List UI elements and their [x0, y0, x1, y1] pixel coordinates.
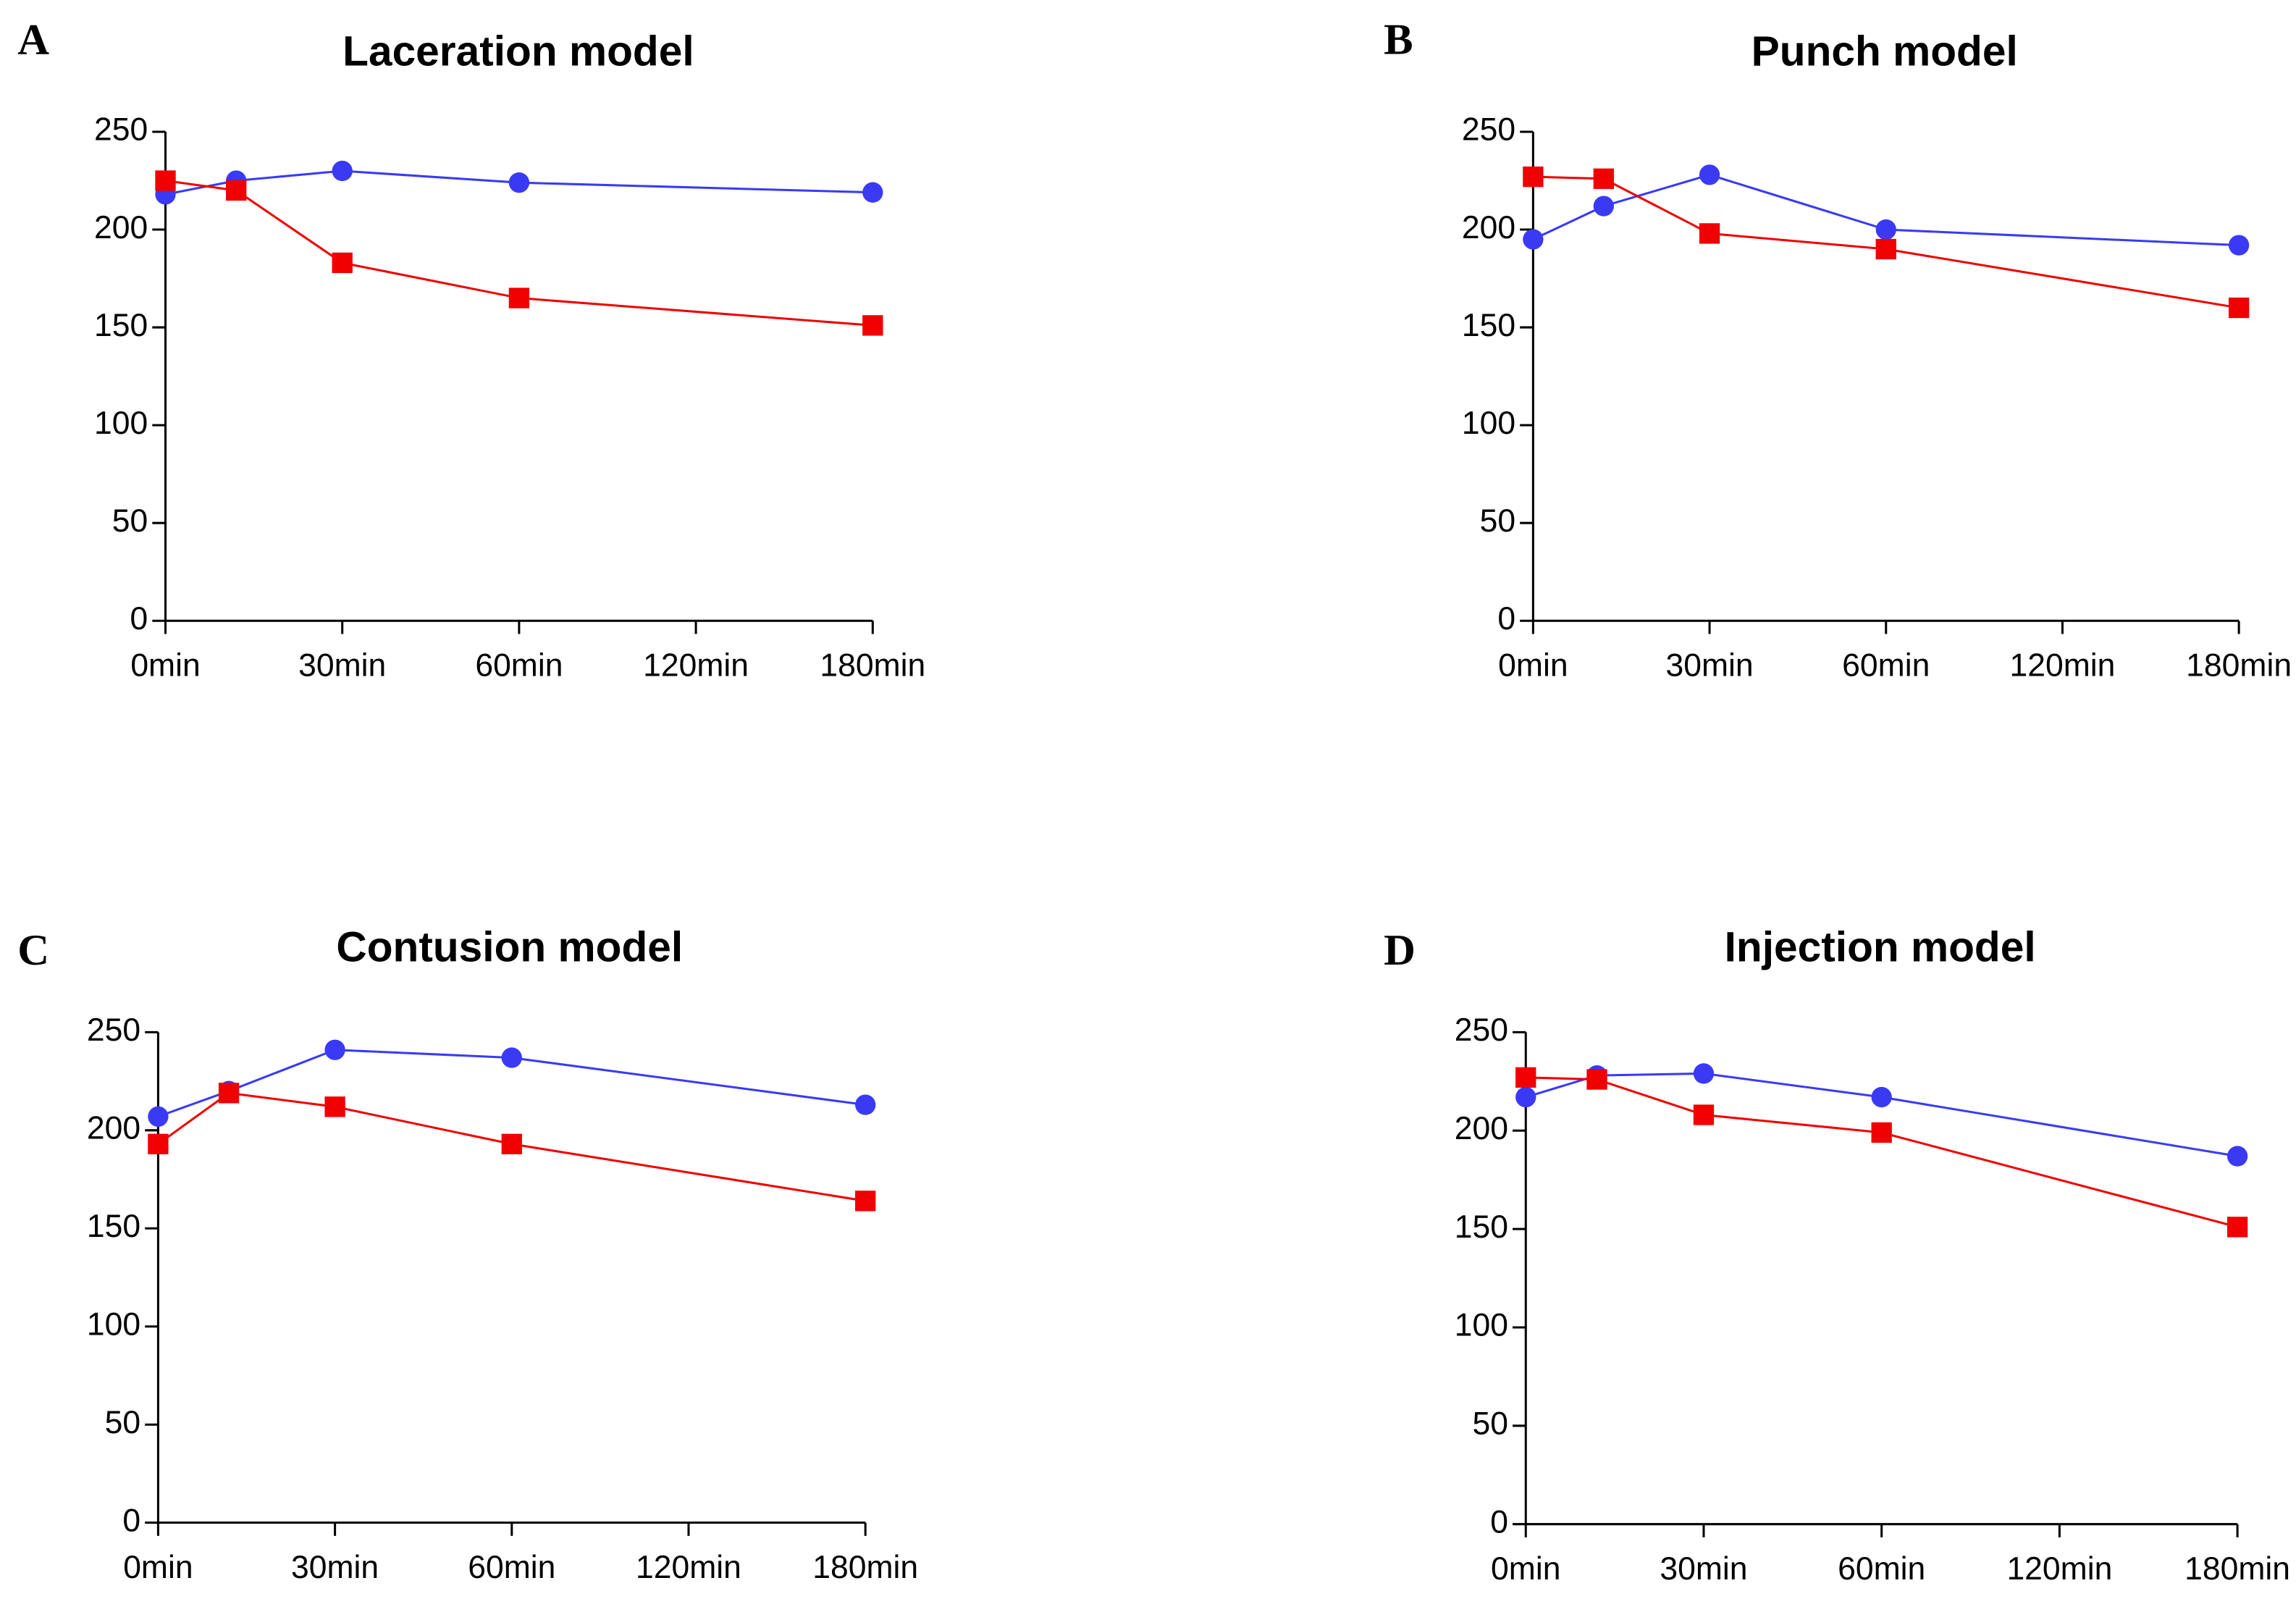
marker: [1693, 1063, 1715, 1084]
panel: D Injection model 0 50 100 150 200 250 0min 30min…: [1384, 924, 2290, 1587]
marker: [332, 160, 353, 182]
marker: [1699, 164, 1720, 185]
y-tick-label: 0: [130, 601, 148, 637]
x-tick-label: 180min: [2186, 648, 2292, 684]
x-tick-label: 120min: [643, 648, 749, 684]
x-tick-label: 60min: [1842, 648, 1930, 684]
y-tick-label: 100: [87, 1307, 140, 1343]
marker: [1593, 196, 1615, 217]
panel: C Contusion model 0 50 100 150 200 250 0min 30min…: [17, 924, 918, 1585]
marker: [862, 182, 883, 203]
y-tick-label: 250: [1455, 1012, 1508, 1048]
y-tick-label: 250: [94, 112, 148, 148]
chart-title: Injection model: [1725, 924, 2036, 971]
marker: [1523, 229, 1544, 250]
y-tick-label: 150: [1462, 308, 1515, 343]
marker: [2226, 1217, 2248, 1238]
panel-label: C: [17, 926, 49, 975]
x-tick-label: 120min: [2006, 1551, 2112, 1587]
marker: [155, 170, 176, 191]
y-tick-label: 100: [1462, 406, 1515, 441]
x-tick-label: 0min: [1498, 648, 1568, 684]
marker: [148, 1133, 169, 1154]
marker: [501, 1047, 522, 1068]
x-tick-label: 60min: [468, 1550, 555, 1585]
marker: [1593, 168, 1615, 189]
y-tick-label: 150: [1455, 1209, 1508, 1245]
chart-title: Punch model: [1752, 28, 2018, 75]
marker: [148, 1106, 169, 1128]
marker: [855, 1191, 876, 1212]
marker: [1693, 1104, 1715, 1125]
marker: [1875, 219, 1896, 240]
y-tick-label: 50: [1480, 503, 1515, 539]
marker: [855, 1094, 876, 1115]
panel-label: B: [1384, 16, 1413, 64]
y-tick-label: 0: [1497, 601, 1515, 637]
marker: [1875, 238, 1896, 260]
chart-title: Laceration model: [342, 28, 694, 75]
x-tick-label: 0min: [123, 1550, 193, 1585]
panel-label: A: [17, 16, 49, 64]
marker: [218, 1083, 240, 1104]
x-tick-label: 120min: [636, 1550, 741, 1585]
panel: A Laceration model 0 50 100 150 200 250 0min 30mi…: [17, 16, 925, 684]
marker: [2228, 297, 2250, 319]
marker: [1586, 1069, 1607, 1090]
y-tick-label: 200: [94, 210, 148, 245]
x-tick-label: 120min: [2010, 648, 2116, 684]
y-tick-label: 50: [1473, 1406, 1508, 1442]
panel-label: D: [1384, 926, 1416, 975]
y-tick-label: 200: [1455, 1111, 1508, 1146]
x-tick-label: 30min: [291, 1550, 379, 1585]
y-tick-label: 250: [87, 1012, 140, 1048]
chart-title: Contusion model: [336, 924, 683, 971]
y-tick-label: 250: [1462, 112, 1515, 148]
y-tick-label: 50: [112, 503, 148, 539]
x-tick-label: 0min: [130, 648, 200, 684]
y-tick-label: 200: [1462, 210, 1515, 245]
x-tick-label: 180min: [812, 1550, 918, 1585]
y-tick-label: 50: [105, 1405, 140, 1440]
marker: [332, 252, 353, 274]
marker: [1515, 1067, 1536, 1088]
marker: [1871, 1086, 1892, 1108]
marker: [1515, 1086, 1536, 1108]
marker: [324, 1096, 345, 1117]
marker: [2226, 1146, 2248, 1167]
y-tick-label: 150: [87, 1209, 140, 1244]
series-line: [1525, 1072, 2238, 1158]
marker: [508, 287, 530, 308]
x-tick-label: 30min: [1665, 648, 1753, 684]
marker: [1871, 1122, 1892, 1143]
panel: B Punch model 0 50 100 150 200 250 0min 30min 60mi…: [1384, 16, 2292, 684]
y-tick-label: 0: [122, 1503, 140, 1538]
x-tick-label: 60min: [1838, 1551, 1925, 1587]
x-tick-label: 0min: [1491, 1551, 1560, 1587]
x-tick-label: 180min: [820, 648, 925, 684]
y-tick-label: 150: [94, 308, 148, 343]
y-tick-label: 100: [1455, 1308, 1508, 1343]
x-tick-label: 180min: [2184, 1551, 2290, 1587]
x-tick-label: 30min: [1660, 1551, 1747, 1587]
marker: [226, 180, 247, 201]
x-tick-label: 30min: [298, 648, 386, 684]
x-tick-label: 60min: [475, 648, 563, 684]
marker: [1523, 166, 1544, 188]
marker: [324, 1039, 345, 1060]
y-tick-label: 100: [94, 406, 148, 441]
marker: [501, 1133, 522, 1154]
marker: [2228, 235, 2250, 256]
y-tick-label: 200: [87, 1111, 140, 1146]
y-tick-label: 0: [1490, 1504, 1508, 1540]
marker: [1699, 223, 1720, 244]
marker: [508, 172, 530, 193]
marker: [862, 315, 883, 336]
